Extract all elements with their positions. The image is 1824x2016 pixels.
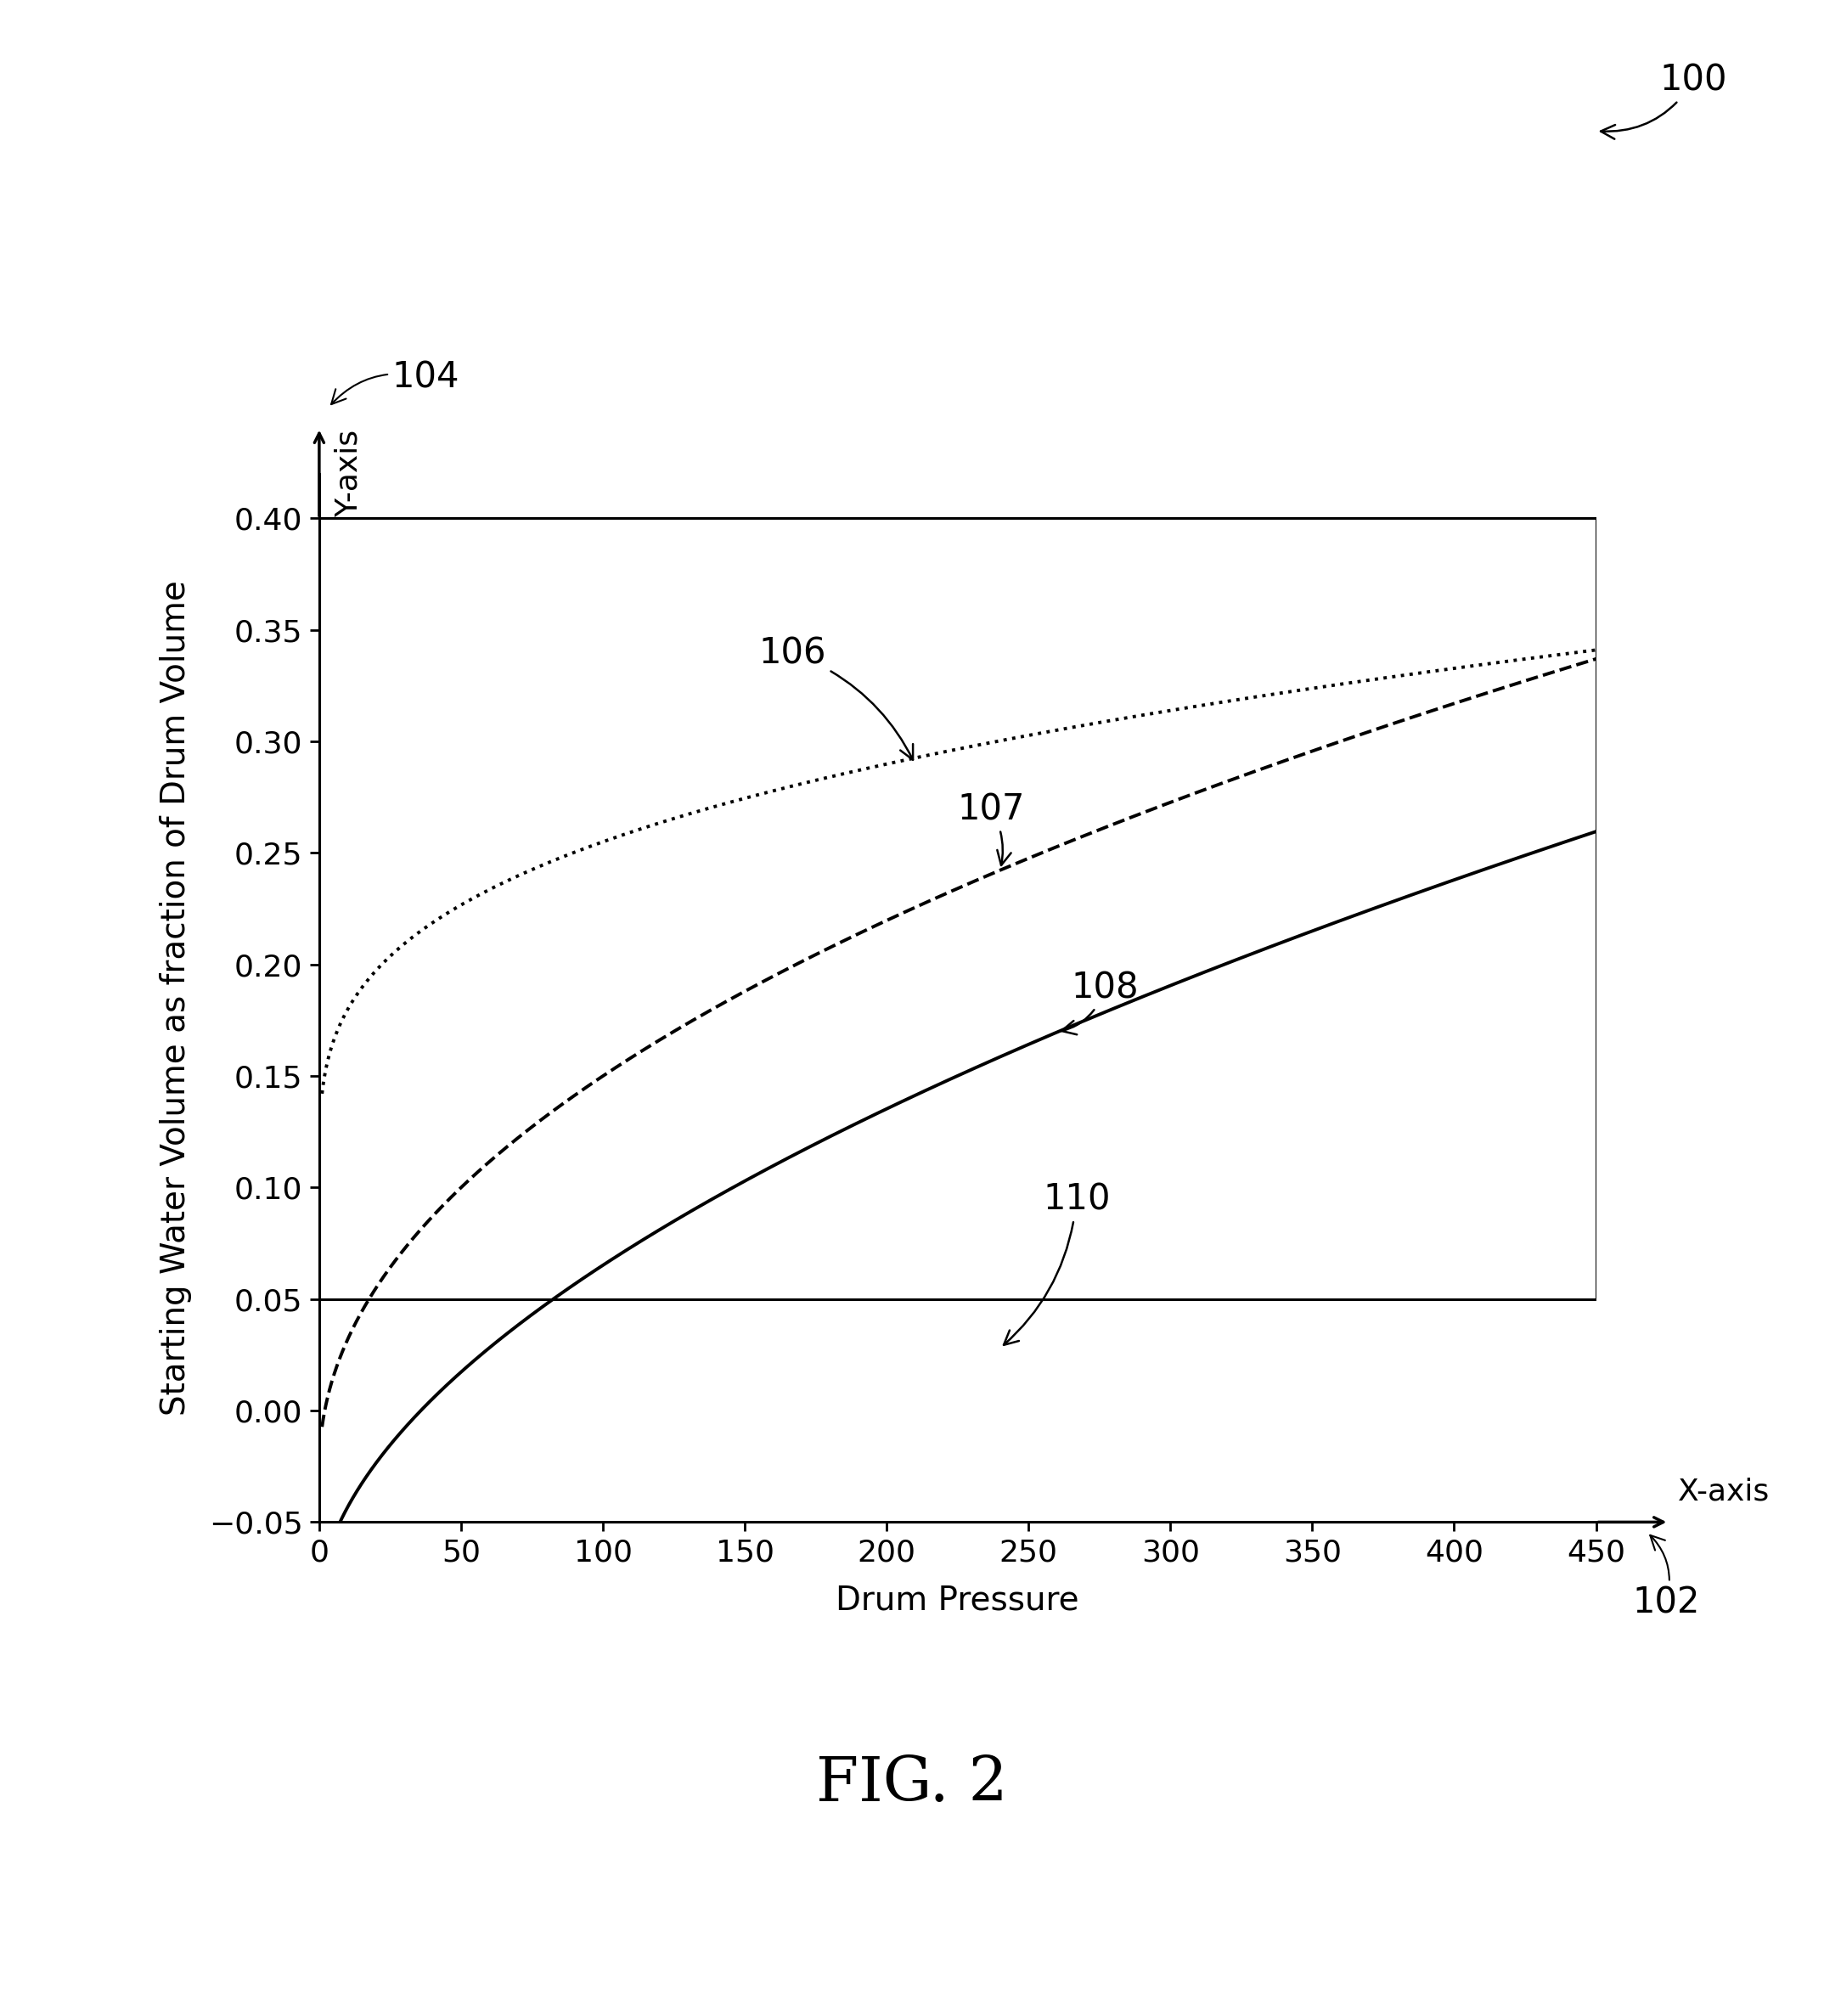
Text: 110: 110	[1003, 1181, 1111, 1345]
Text: 106: 106	[759, 635, 914, 760]
Text: 108: 108	[1062, 970, 1138, 1034]
Text: 100: 100	[1601, 62, 1727, 139]
Text: FIG. 2: FIG. 2	[815, 1754, 1009, 1814]
Text: 102: 102	[1632, 1536, 1700, 1621]
Text: X-axis: X-axis	[1678, 1478, 1769, 1506]
X-axis label: Drum Pressure: Drum Pressure	[835, 1585, 1080, 1617]
Text: 107: 107	[958, 792, 1025, 865]
Y-axis label: Starting Water Volume as fraction of Drum Volume: Starting Water Volume as fraction of Dru…	[161, 581, 192, 1415]
Text: Y-axis: Y-axis	[334, 429, 363, 516]
Text: 104: 104	[332, 359, 460, 405]
